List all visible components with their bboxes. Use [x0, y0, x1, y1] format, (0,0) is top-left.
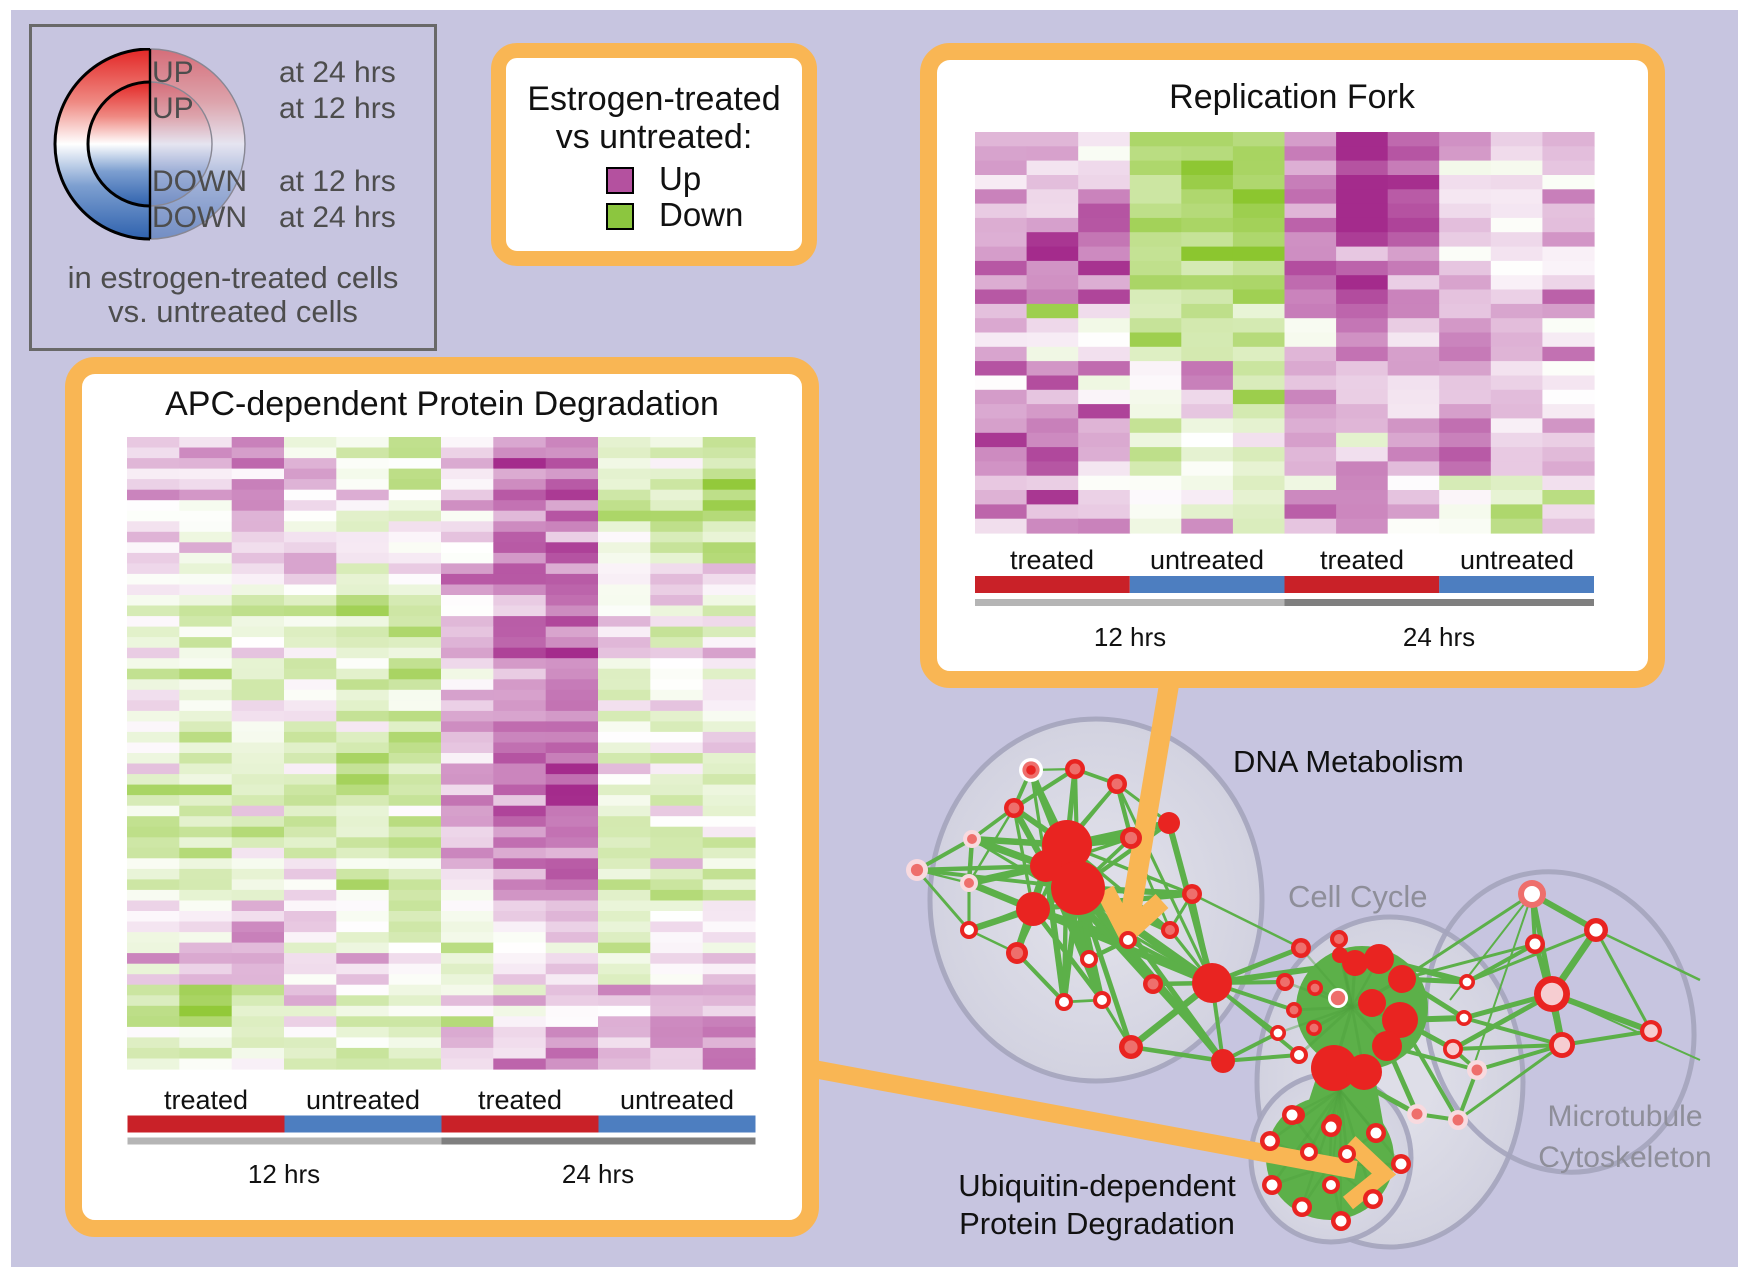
- svg-text:at 24 hrs: at 24 hrs: [279, 201, 396, 234]
- svg-text:UP: UP: [152, 56, 194, 89]
- svg-text:Microtubule: Microtubule: [1547, 1100, 1702, 1133]
- svg-text:24 hrs: 24 hrs: [562, 1159, 634, 1189]
- svg-text:vs untreated:: vs untreated:: [556, 118, 753, 156]
- svg-text:at 12 hrs: at 12 hrs: [279, 92, 396, 125]
- svg-text:Ubiquitin-dependent: Ubiquitin-dependent: [958, 1168, 1236, 1203]
- svg-text:treated: treated: [1320, 545, 1404, 575]
- svg-text:Estrogen-treated: Estrogen-treated: [527, 80, 780, 118]
- svg-text:at 12 hrs: at 12 hrs: [279, 165, 396, 198]
- svg-text:untreated: untreated: [620, 1085, 734, 1115]
- svg-text:Cell Cycle: Cell Cycle: [1288, 879, 1428, 914]
- svg-text:APC-dependent Protein Degradat: APC-dependent Protein Degradation: [165, 385, 719, 423]
- svg-text:DNA Metabolism: DNA Metabolism: [1233, 744, 1464, 779]
- svg-text:Replication Fork: Replication Fork: [1169, 78, 1416, 116]
- svg-text:Protein Degradation: Protein Degradation: [959, 1206, 1235, 1241]
- svg-text:12 hrs: 12 hrs: [1094, 622, 1166, 652]
- svg-text:Up: Up: [659, 160, 701, 197]
- svg-text:treated: treated: [164, 1085, 248, 1115]
- svg-text:at 24 hrs: at 24 hrs: [279, 56, 396, 89]
- svg-text:in estrogen-treated cells: in estrogen-treated cells: [68, 260, 399, 295]
- svg-text:24 hrs: 24 hrs: [1403, 622, 1475, 652]
- svg-text:treated: treated: [1010, 545, 1094, 575]
- svg-text:untreated: untreated: [1460, 545, 1574, 575]
- svg-text:vs. untreated cells: vs. untreated cells: [108, 294, 358, 329]
- svg-text:UP: UP: [152, 92, 194, 125]
- svg-text:DOWN: DOWN: [152, 165, 247, 198]
- svg-text:Down: Down: [659, 196, 743, 233]
- svg-text:12 hrs: 12 hrs: [248, 1159, 320, 1189]
- svg-text:Cytoskeleton: Cytoskeleton: [1538, 1141, 1711, 1174]
- svg-text:treated: treated: [478, 1085, 562, 1115]
- svg-text:DOWN: DOWN: [152, 201, 247, 234]
- svg-text:untreated: untreated: [306, 1085, 420, 1115]
- svg-text:untreated: untreated: [1150, 545, 1264, 575]
